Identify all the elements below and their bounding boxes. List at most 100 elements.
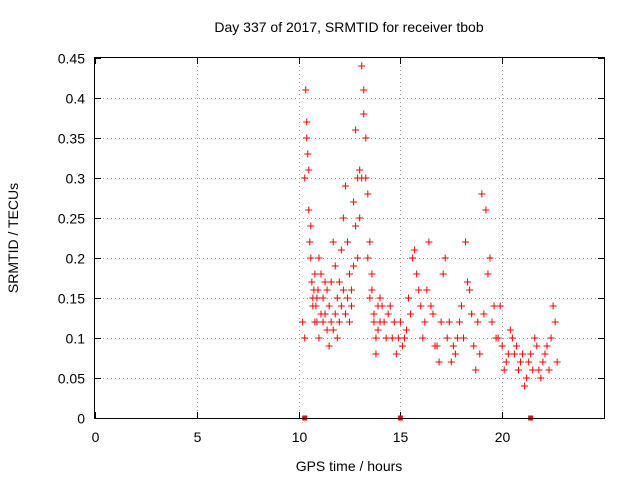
data-point (496, 302, 504, 310)
data-point (519, 350, 527, 358)
chart-title: Day 337 of 2017, SRMTID for receiver tbo… (214, 19, 483, 35)
data-point (303, 118, 311, 126)
data-point (311, 318, 319, 326)
data-point (437, 318, 445, 326)
data-point (500, 366, 508, 374)
data-point (343, 238, 351, 246)
data-point (543, 342, 551, 350)
data-point (490, 302, 498, 310)
x-tick-label: 0 (92, 429, 100, 445)
data-point (304, 150, 312, 158)
data-point (451, 350, 459, 358)
data-point (390, 318, 398, 326)
data-point (488, 318, 496, 326)
data-point (484, 270, 492, 278)
data-point (321, 278, 329, 286)
data-points (299, 62, 561, 421)
data-point (457, 302, 465, 310)
data-point (553, 358, 561, 366)
data-point (455, 318, 463, 326)
data-point (376, 318, 384, 326)
data-point (468, 310, 476, 318)
data-point (311, 270, 319, 278)
data-point (427, 302, 435, 310)
data-point (335, 278, 343, 286)
data-point (502, 358, 510, 366)
x-tick-label: 15 (393, 429, 409, 445)
data-point (366, 238, 374, 246)
data-point (315, 334, 323, 342)
data-point (508, 334, 516, 342)
data-point (398, 342, 406, 350)
data-point (478, 190, 486, 198)
data-point (466, 286, 474, 294)
data-point (368, 270, 376, 278)
y-axis-label: SRMTID / TECUs (5, 183, 21, 293)
data-point (431, 342, 439, 350)
data-point (333, 334, 341, 342)
data-point (462, 238, 470, 246)
data-point (315, 254, 323, 262)
data-point (512, 342, 520, 350)
data-point (378, 302, 386, 310)
data-point (480, 310, 488, 318)
data-point (374, 326, 382, 334)
data-point (325, 302, 333, 310)
data-point (476, 350, 484, 358)
x-tick-label: 10 (292, 429, 308, 445)
data-point (464, 278, 472, 286)
data-point (339, 286, 347, 294)
data-point (307, 222, 315, 230)
axes: 0 0.05 0.1 0.15 0.2 0.25 0.3 0.35 0.4 0.45 0 5 10 15 2… (58, 51, 604, 445)
data-point (453, 334, 461, 342)
grid (95, 58, 604, 418)
data-point (299, 318, 307, 326)
data-point (405, 294, 413, 302)
data-point (360, 110, 368, 118)
data-point (352, 222, 360, 230)
data-point (449, 342, 457, 350)
y-tick-label: 0.05 (58, 371, 85, 387)
data-point (362, 174, 370, 182)
data-point (514, 366, 522, 374)
data-point (474, 318, 482, 326)
data-point (370, 318, 378, 326)
data-point (301, 174, 309, 182)
data-point (417, 302, 425, 310)
data-point (492, 334, 500, 342)
data-point (307, 254, 315, 262)
data-point (350, 262, 358, 270)
data-point (370, 310, 378, 318)
data-point (521, 382, 529, 390)
data-point (309, 302, 317, 310)
data-point (425, 238, 433, 246)
data-point (323, 326, 331, 334)
data-point (358, 62, 366, 70)
data-point (319, 318, 327, 326)
data-point (547, 334, 555, 342)
data-point (305, 206, 313, 214)
data-point (403, 326, 411, 334)
y-tick-label: 0.2 (66, 251, 86, 267)
data-point (362, 134, 370, 142)
data-point (327, 318, 335, 326)
data-point (392, 350, 400, 358)
data-point (341, 310, 349, 318)
y-tick-label: 0.3 (66, 171, 86, 187)
y-tick-label: 0.15 (58, 291, 85, 307)
data-point (308, 278, 316, 286)
data-point (429, 310, 437, 318)
data-point (531, 334, 539, 342)
data-point (419, 334, 427, 342)
data-point (470, 342, 478, 350)
data-point (421, 318, 429, 326)
data-point (411, 246, 419, 254)
data-point (323, 286, 331, 294)
data-point (504, 350, 512, 358)
data-point (407, 310, 415, 318)
data-point (396, 318, 404, 326)
data-point (364, 254, 372, 262)
data-point (354, 254, 362, 262)
data-point (413, 270, 421, 278)
data-point (317, 310, 325, 318)
